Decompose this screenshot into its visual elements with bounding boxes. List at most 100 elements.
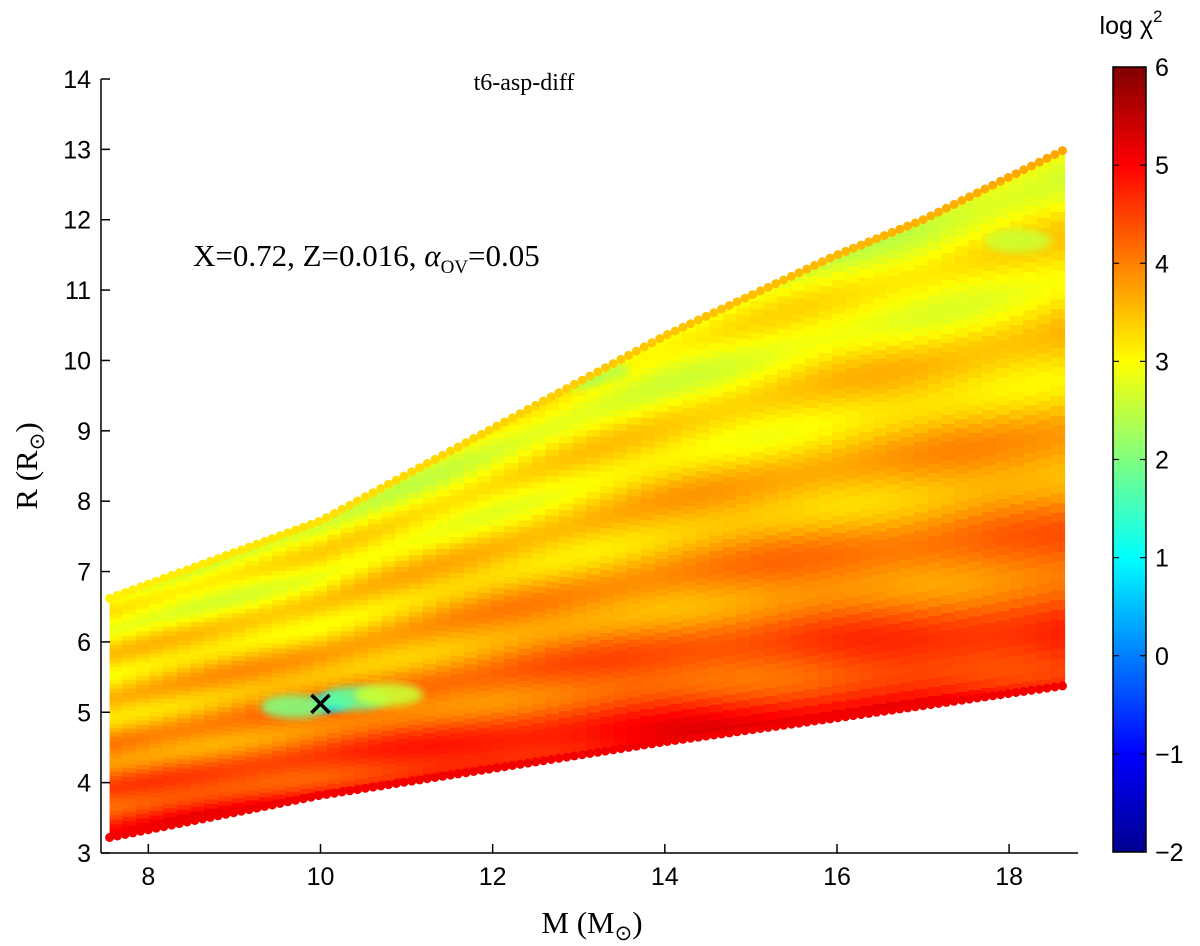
scatter-cell: [818, 442, 834, 454]
scatter-cell: [709, 441, 725, 451]
scatter-cell: [586, 620, 602, 630]
scatter-cell: [1023, 365, 1039, 377]
scatter-cell: [286, 735, 302, 743]
scatter-cell: [217, 724, 234, 731]
colorbar-label-main: log χ: [1100, 12, 1153, 40]
scatter-cell: [763, 701, 780, 712]
scatter-cell: [913, 228, 930, 239]
scatter-cell: [722, 373, 739, 384]
edge-point: [143, 579, 153, 589]
scatter-cell: [886, 447, 903, 459]
scatter-cell: [231, 682, 248, 690]
y-tick-label: 4: [77, 770, 91, 798]
scatter-cell: [586, 586, 602, 596]
scatter-cell: [1023, 212, 1039, 225]
scatter-cell: [190, 629, 207, 636]
edge-point: [678, 322, 688, 332]
scatter-cell: [722, 358, 739, 369]
scatter-cell: [900, 689, 916, 701]
scatter-cell: [245, 721, 261, 729]
scatter-cell: [627, 673, 643, 683]
scatter-cell: [968, 302, 985, 314]
scatter-cell: [832, 269, 848, 280]
scatter-cell: [422, 472, 439, 481]
scatter-cell: [777, 570, 793, 581]
scatter-cell: [859, 515, 875, 527]
scatter-cell: [873, 451, 889, 463]
scatter-cell: [504, 650, 520, 659]
scatter-cell: [408, 609, 425, 618]
scatter-cell: [109, 765, 125, 772]
scatter-cell: [122, 594, 138, 601]
scatter-cell: [217, 775, 234, 783]
edge-point: [391, 779, 401, 788]
scatter-cell: [927, 301, 944, 313]
scatter-cell: [436, 722, 452, 731]
scatter-cell: [190, 763, 207, 770]
scatter-cell: [1009, 634, 1026, 647]
scatter-cell: [204, 685, 220, 693]
scatter-cell: [913, 466, 930, 478]
scatter-cell: [777, 699, 793, 710]
scatter-cell: [845, 306, 862, 318]
scatter-cell: [245, 592, 261, 600]
scatter-cell: [722, 599, 739, 610]
scatter-cell: [149, 674, 166, 681]
scatter-cell: [518, 685, 534, 694]
scatter-cell: [313, 744, 329, 752]
scatter-cell: [436, 763, 452, 772]
scatter-cell: [422, 535, 439, 544]
scatter-cell: [272, 734, 288, 742]
scatter-cell: [777, 464, 793, 475]
scatter-cell: [518, 614, 534, 624]
scatter-cell: [545, 401, 561, 410]
scatter-cell: [381, 707, 398, 715]
scatter-cell: [340, 541, 357, 549]
scatter-cell: [982, 685, 998, 698]
scatter-cell: [873, 261, 889, 273]
scatter-cell: [927, 373, 944, 384]
scatter-cell: [886, 682, 903, 694]
scatter-cell: [490, 716, 507, 725]
scatter-cell: [818, 392, 834, 403]
scatter-cell: [245, 760, 261, 767]
scatter-cell: [531, 604, 548, 613]
scatter-cell: [1023, 451, 1039, 463]
scatter-cell: [900, 671, 916, 683]
scatter-cell: [859, 395, 875, 407]
scatter-cell: [231, 673, 248, 680]
scatter-cell: [900, 470, 916, 481]
scatter-cell: [408, 502, 425, 510]
scatter-cell: [763, 693, 780, 704]
scatter-cell: [408, 547, 425, 556]
scatter-cell: [845, 570, 862, 581]
scatter-cell: [395, 503, 411, 511]
scatter-cell: [477, 517, 493, 526]
scatter-cell: [449, 624, 466, 633]
scatter-cell: [204, 652, 220, 660]
scatter-cell: [941, 457, 957, 469]
scatter-cell: [422, 524, 439, 532]
scatter-cell: [504, 625, 520, 634]
scatter-cell: [381, 515, 398, 524]
scatter-cell: [927, 524, 944, 536]
scatter-cell: [340, 660, 357, 668]
scatter-cell: [681, 526, 698, 536]
scatter-cell: [763, 629, 780, 640]
scatter-cell: [354, 777, 370, 785]
scatter-cell: [436, 675, 452, 684]
scatter-cell: [368, 672, 384, 681]
y-tick-label: 13: [63, 136, 91, 164]
scatter-cell: [231, 734, 248, 742]
scatter-cell: [368, 715, 384, 724]
edge-point: [283, 528, 293, 538]
scatter-cell: [477, 621, 493, 630]
scatter-cell: [490, 573, 507, 582]
scatter-cell: [1036, 302, 1053, 315]
scatter-cell: [927, 578, 944, 589]
scatter-cell: [600, 505, 616, 515]
scatter-cell: [1009, 398, 1026, 410]
scatter-cell: [231, 578, 248, 585]
scatter-cell: [845, 323, 862, 335]
scatter-cell: [477, 492, 493, 501]
